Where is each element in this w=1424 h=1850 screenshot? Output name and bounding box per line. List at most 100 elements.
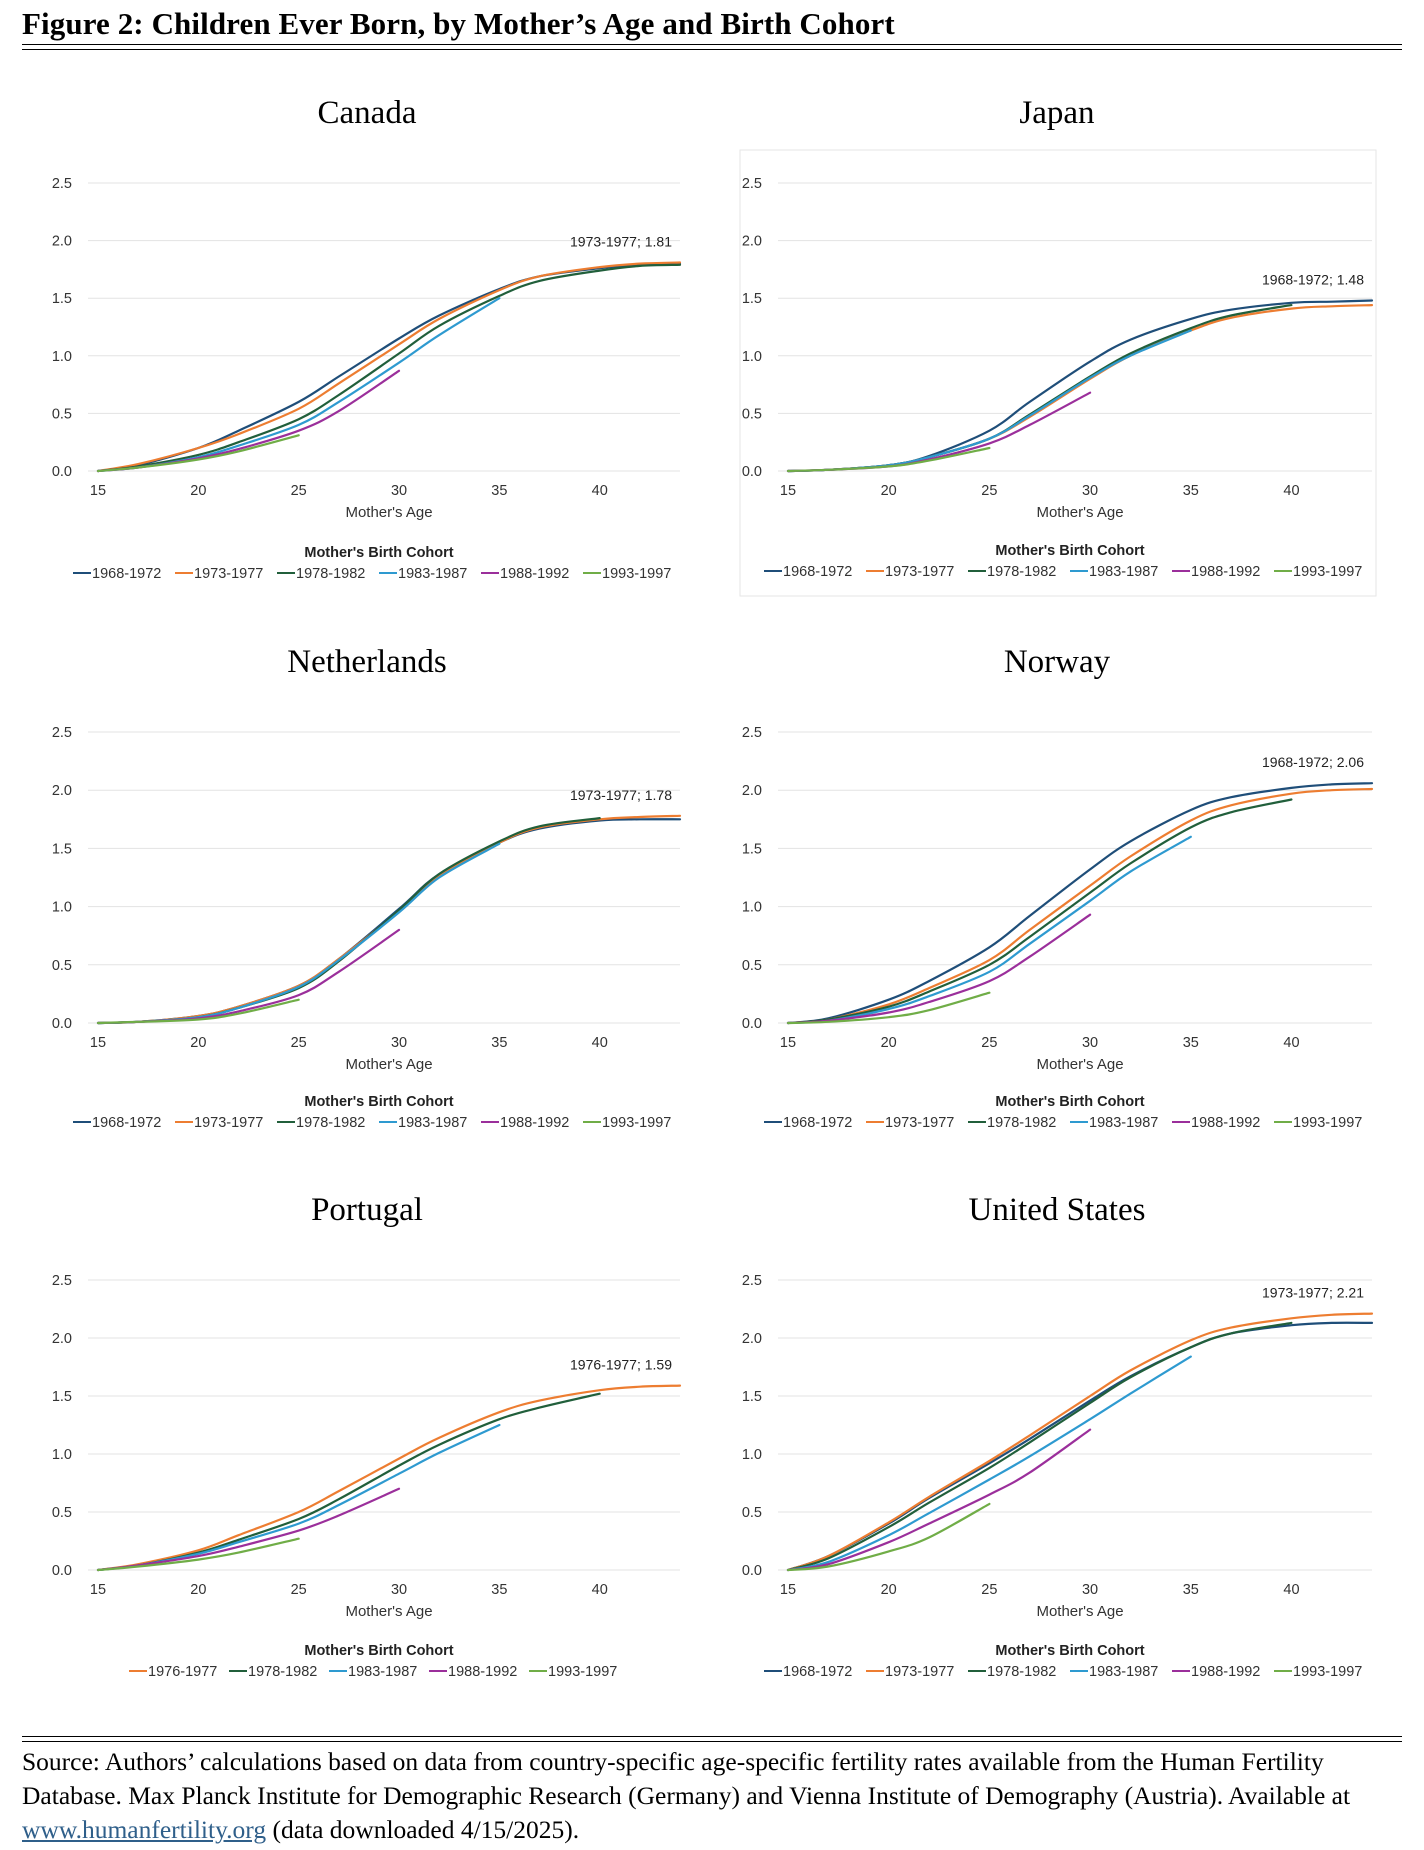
x-tick-label: 35: [491, 483, 507, 499]
legend-label: 1978-1982: [248, 1664, 317, 1680]
legend-item-1983-1987: 1983-1987: [329, 1664, 417, 1680]
figure-title: Figure 2: Children Ever Born, by Mother’…: [22, 6, 895, 41]
series-line-1993-1997: [96, 1537, 300, 1572]
legend-label: 1976-1977: [148, 1664, 217, 1680]
x-tick-label: 30: [391, 1582, 407, 1598]
legend-item-1993-1997: 1993-1997: [529, 1664, 617, 1680]
chart-canada: Canada 0.0 0.5 1.0 1.5 2.0 2.5 15 20 25 30 35 40 Moth…: [52, 95, 682, 582]
x-axis-label: Mother's Age: [1036, 1603, 1123, 1620]
legend-title: Mother's Birth Cohort: [304, 1094, 453, 1110]
legend-label: 1988-1992: [1191, 564, 1260, 580]
x-tick-label: 20: [881, 1035, 897, 1051]
x-axis-label: Mother's Age: [345, 1056, 432, 1073]
chart-united-states: United States 0.0 0.5 1.0 1.5 2.0 2.5 15 20 25 30 3…: [742, 1192, 1374, 1680]
y-tick-label: 1.5: [742, 1389, 762, 1405]
data-annotation: 1973-1977; 1.81: [570, 233, 672, 249]
legend-item-1978-1982: 1978-1982: [229, 1664, 317, 1680]
legend-label: 1968-1972: [783, 1664, 852, 1680]
legend-label: 1993-1997: [1293, 1115, 1362, 1131]
legend-item-1993-1997: 1993-1997: [583, 566, 671, 582]
source-link[interactable]: www.humanfertility.org: [22, 1815, 267, 1844]
y-tick-label: 1.0: [742, 1447, 762, 1463]
chart-title: Canada: [318, 95, 417, 131]
legend-item-1988-1992: 1988-1992: [481, 566, 569, 582]
legend-label: 1978-1982: [296, 566, 365, 582]
series-line-1978-1982: [786, 1321, 1293, 1572]
y-tick-label: 0.5: [52, 406, 72, 422]
y-tick-label: 1.0: [52, 349, 72, 365]
x-tick-label: 15: [90, 1582, 106, 1598]
y-tick-label: 1.0: [742, 900, 762, 916]
legend-label: 1993-1997: [602, 1115, 671, 1131]
series-line-1968-1972: [786, 782, 1374, 1025]
y-tick-label: 2.0: [742, 1331, 762, 1347]
legend-item-1973-1977: 1973-1977: [866, 564, 954, 580]
chart-portugal: Portugal 0.0 0.5 1.0 1.5 2.0 2.5 15 20 25 30 35 40 Mo…: [52, 1192, 682, 1680]
legend-item-1973-1977: 1973-1977: [866, 1664, 954, 1680]
x-tick-label: 20: [190, 1035, 206, 1051]
x-tick-label: 30: [391, 1035, 407, 1051]
legend-title: Mother's Birth Cohort: [304, 1643, 453, 1659]
chart-title: Netherlands: [287, 644, 446, 680]
x-tick-label: 40: [1283, 1035, 1299, 1051]
legend-label: 1993-1997: [1293, 1664, 1362, 1680]
legend-label: 1978-1982: [987, 1664, 1056, 1680]
legend-item-1968-1972: 1968-1972: [73, 566, 161, 582]
legend-label: 1978-1982: [296, 1115, 365, 1131]
legend-item-1973-1977: 1973-1977: [175, 566, 263, 582]
series-line-1978-1982: [786, 304, 1293, 473]
y-tick-label: 2.5: [742, 176, 762, 192]
x-tick-label: 30: [1082, 483, 1098, 499]
legend-label: 1978-1982: [987, 1115, 1056, 1131]
legend-label: 1988-1992: [1191, 1664, 1260, 1680]
y-tick-label: 0.0: [52, 464, 72, 480]
y-tick-label: 0.0: [742, 1563, 762, 1579]
title-rule-bottom: [22, 49, 1402, 50]
legend-item-1993-1997: 1993-1997: [1274, 564, 1362, 580]
x-tick-label: 40: [1283, 483, 1299, 499]
y-tick-label: 0.0: [52, 1563, 72, 1579]
y-tick-label: 2.5: [742, 1273, 762, 1289]
y-tick-label: 1.5: [52, 1389, 72, 1405]
y-tick-label: 1.0: [742, 349, 762, 365]
series-line-1968-1972: [96, 262, 682, 473]
y-tick-label: 1.0: [52, 1447, 72, 1463]
legend-label: 1993-1997: [1293, 564, 1362, 580]
legend-label: 1968-1972: [92, 566, 161, 582]
x-tick-label: 35: [491, 1582, 507, 1598]
series-line-1973-1977: [786, 304, 1374, 473]
y-tick-label: 2.0: [742, 783, 762, 799]
x-tick-label: 25: [981, 483, 997, 499]
legend-label: 1968-1972: [92, 1115, 161, 1131]
series-line-1988-1992: [96, 928, 401, 1025]
legend-label: 1973-1977: [194, 1115, 263, 1131]
x-tick-label: 40: [1283, 1582, 1299, 1598]
legend-item-1993-1997: 1993-1997: [583, 1115, 671, 1131]
legend-item-1993-1997: 1993-1997: [1274, 1115, 1362, 1131]
legend-item-1976-1977: 1976-1977: [129, 1664, 217, 1680]
x-tick-label: 35: [1183, 1035, 1199, 1051]
x-tick-label: 40: [592, 483, 608, 499]
data-annotation: 1973-1977; 2.21: [1262, 1285, 1364, 1301]
legend-label: 1983-1987: [398, 1115, 467, 1131]
legend-item-1988-1992: 1988-1992: [481, 1115, 569, 1131]
y-tick-label: 1.0: [52, 900, 72, 916]
legend-title: Mother's Birth Cohort: [995, 1094, 1144, 1110]
legend-item-1973-1977: 1973-1977: [175, 1115, 263, 1131]
legend-item-1983-1987: 1983-1987: [1070, 1115, 1158, 1131]
source-note: Source: Authors’ calculations based on d…: [22, 1745, 1402, 1847]
series-line-1976-1977: [96, 1384, 682, 1572]
legend-label: 1988-1992: [448, 1664, 517, 1680]
legend-label: 1973-1977: [885, 1115, 954, 1131]
legend-label: 1968-1972: [783, 1115, 852, 1131]
source-tail: (data downloaded 4/15/2025).: [272, 1815, 580, 1844]
legend-item-1983-1987: 1983-1987: [1070, 1664, 1158, 1680]
series-line-1983-1987: [786, 1355, 1192, 1572]
x-tick-label: 15: [780, 1035, 796, 1051]
legend-label: 1983-1987: [1089, 564, 1158, 580]
x-tick-label: 20: [881, 1582, 897, 1598]
x-axis-label: Mother's Age: [345, 1603, 432, 1620]
chart-norway: Norway 0.0 0.5 1.0 1.5 2.0 2.5 15 20 25 30 35 40 Moth…: [742, 644, 1374, 1131]
legend-label: 1988-1992: [500, 566, 569, 582]
title-rule-top: [22, 44, 1402, 45]
